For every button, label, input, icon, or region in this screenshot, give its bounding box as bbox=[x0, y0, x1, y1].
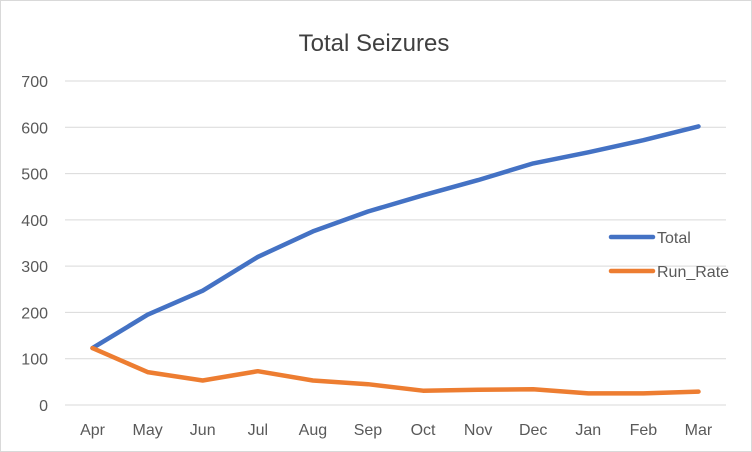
y-tick-label: 700 bbox=[21, 74, 48, 91]
x-tick-label: Oct bbox=[411, 422, 436, 439]
legend-label: Run_Rate bbox=[657, 264, 729, 281]
gridlines bbox=[65, 80, 726, 406]
x-tick-label: Nov bbox=[464, 422, 492, 439]
x-tick-label: Jun bbox=[190, 422, 216, 439]
y-axis-tick-labels: 0 100 200 300 400 500 600 700 bbox=[21, 74, 48, 415]
y-tick-label: 0 bbox=[39, 398, 48, 415]
series-lines bbox=[90, 124, 701, 396]
x-tick-label: Sep bbox=[354, 422, 383, 439]
y-tick-label: 400 bbox=[21, 213, 48, 230]
x-tick-label: Dec bbox=[519, 422, 547, 439]
x-axis-tick-labels: Apr May Jun Jul Aug Sep Oct Nov Dec Jan Feb Mar bbox=[80, 422, 713, 439]
legend: Total Run_Rate bbox=[608, 230, 729, 281]
series-line-total bbox=[90, 124, 701, 351]
x-tick-label: May bbox=[133, 422, 163, 439]
x-tick-label: Mar bbox=[685, 422, 713, 439]
y-tick-label: 100 bbox=[21, 352, 48, 369]
x-tick-label: Apr bbox=[80, 422, 106, 439]
y-tick-label: 600 bbox=[21, 120, 48, 137]
x-tick-label: Jul bbox=[248, 422, 268, 439]
x-tick-label: Aug bbox=[299, 422, 327, 439]
y-tick-label: 500 bbox=[21, 167, 48, 184]
x-tick-label: Jan bbox=[575, 422, 601, 439]
y-tick-label: 200 bbox=[21, 305, 48, 322]
chart-title: Total Seizures bbox=[299, 30, 450, 57]
legend-label: Total bbox=[657, 230, 691, 247]
x-tick-label: Feb bbox=[630, 422, 658, 439]
series-line-run-rate bbox=[90, 345, 701, 396]
y-tick-label: 300 bbox=[21, 259, 48, 276]
